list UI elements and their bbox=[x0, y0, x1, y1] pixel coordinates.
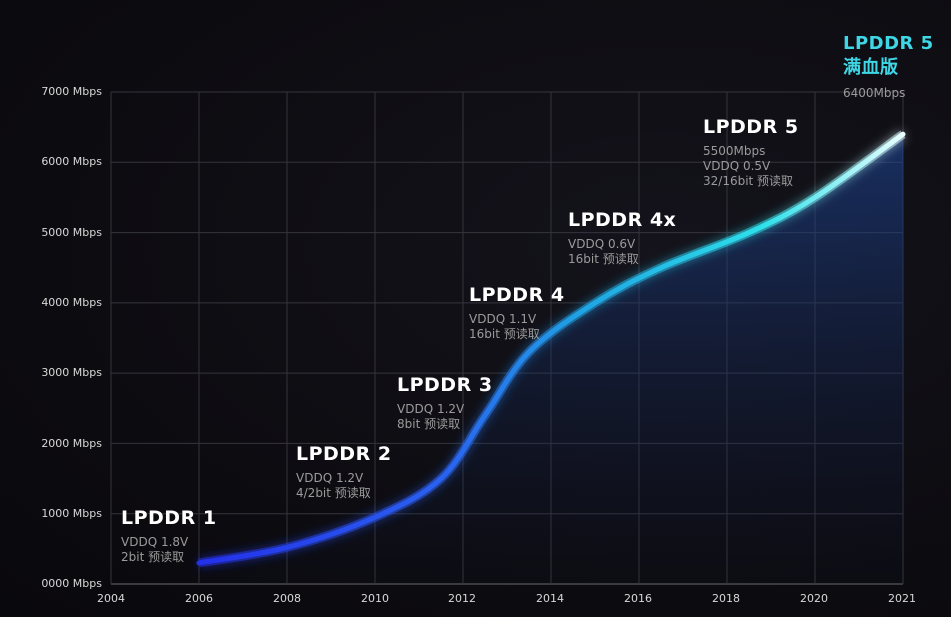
annotation-lpddr5: LPDDR 5 5500Mbps VDDQ 0.5V 32/16bit 预读取 bbox=[703, 116, 799, 189]
y-tick-label: 7000 Mbps bbox=[41, 85, 102, 98]
y-tick-label: 6000 Mbps bbox=[41, 155, 102, 168]
x-tick-label: 2008 bbox=[273, 592, 301, 605]
annotation-lpddr4x: LPDDR 4x VDDQ 0.6V 16bit 预读取 bbox=[568, 209, 676, 267]
spec-line: VDDQ 1.2V bbox=[397, 402, 465, 416]
spec-line: 16bit 预读取 bbox=[469, 327, 540, 341]
spec-line: VDDQ 0.5V bbox=[703, 159, 771, 173]
x-tick-label: 2021 bbox=[888, 592, 916, 605]
annotation-lpddr3: LPDDR 3 VDDQ 1.2V 8bit 预读取 bbox=[397, 374, 493, 432]
annotation-title: LPDDR 5 bbox=[703, 116, 799, 138]
spec-line: VDDQ 0.6V bbox=[568, 237, 636, 251]
y-tick-label: 0000 Mbps bbox=[41, 577, 102, 590]
area-fill bbox=[199, 134, 903, 584]
spec-line: VDDQ 1.8V bbox=[121, 535, 189, 549]
annotation-title: LPDDR 4 bbox=[469, 284, 565, 306]
annotation-subtitle: 满血版 bbox=[843, 57, 899, 78]
annotation-spec: 6400Mbps bbox=[843, 86, 934, 101]
annotation-lpddr1: LPDDR 1 VDDQ 1.8V 2bit 预读取 bbox=[121, 507, 217, 565]
y-tick-label: 2000 Mbps bbox=[41, 437, 102, 450]
spec-line: VDDQ 1.1V bbox=[469, 312, 537, 326]
spec-line: 6400Mbps bbox=[843, 86, 906, 100]
x-tick-label: 2018 bbox=[712, 592, 740, 605]
annotation-spec: 5500Mbps VDDQ 0.5V 32/16bit 预读取 bbox=[703, 144, 799, 189]
y-tick-label: 4000 Mbps bbox=[41, 296, 102, 309]
y-tick-label: 1000 Mbps bbox=[41, 507, 102, 520]
x-tick-label: 2004 bbox=[97, 592, 125, 605]
annotation-title: LPDDR 3 bbox=[397, 374, 493, 396]
annotation-spec: VDDQ 1.2V 8bit 预读取 bbox=[397, 402, 493, 432]
annotation-title: LPDDR 1 bbox=[121, 507, 217, 529]
annotation-title: LPDDR 4x bbox=[568, 209, 677, 231]
x-tick-label: 2020 bbox=[800, 592, 828, 605]
spec-line: 32/16bit 预读取 bbox=[703, 174, 794, 188]
spec-line: 4/2bit 预读取 bbox=[296, 486, 371, 500]
series-line bbox=[196, 131, 906, 566]
annotation-lpddr4: LPDDR 4 VDDQ 1.1V 16bit 预读取 bbox=[469, 284, 565, 342]
annotation-spec: VDDQ 1.2V 4/2bit 预读取 bbox=[296, 471, 392, 501]
spec-line: 8bit 预读取 bbox=[397, 417, 461, 431]
spec-line: 2bit 预读取 bbox=[121, 550, 185, 564]
spec-line: 16bit 预读取 bbox=[568, 252, 639, 266]
annotation-title: LPDDR 5 bbox=[843, 33, 934, 54]
annotation-lpddr5-full: LPDDR 5 满血版 6400Mbps bbox=[843, 32, 934, 101]
x-tick-label: 2010 bbox=[361, 592, 389, 605]
annotation-lpddr2: LPDDR 2 VDDQ 1.2V 4/2bit 预读取 bbox=[296, 443, 392, 501]
y-tick-label: 5000 Mbps bbox=[41, 226, 102, 239]
x-tick-label: 2012 bbox=[448, 592, 476, 605]
x-tick-label: 2016 bbox=[624, 592, 652, 605]
annotation-title: LPDDR 2 bbox=[296, 443, 392, 465]
x-tick-label: 2006 bbox=[185, 592, 213, 605]
spec-line: 5500Mbps bbox=[703, 144, 766, 158]
annotation-spec: VDDQ 1.8V 2bit 预读取 bbox=[121, 535, 217, 565]
spec-line: VDDQ 1.2V bbox=[296, 471, 364, 485]
annotation-spec: VDDQ 1.1V 16bit 预读取 bbox=[469, 312, 565, 342]
annotation-spec: VDDQ 0.6V 16bit 预读取 bbox=[568, 237, 676, 267]
y-tick-label: 3000 Mbps bbox=[41, 366, 102, 379]
x-tick-label: 2014 bbox=[536, 592, 564, 605]
